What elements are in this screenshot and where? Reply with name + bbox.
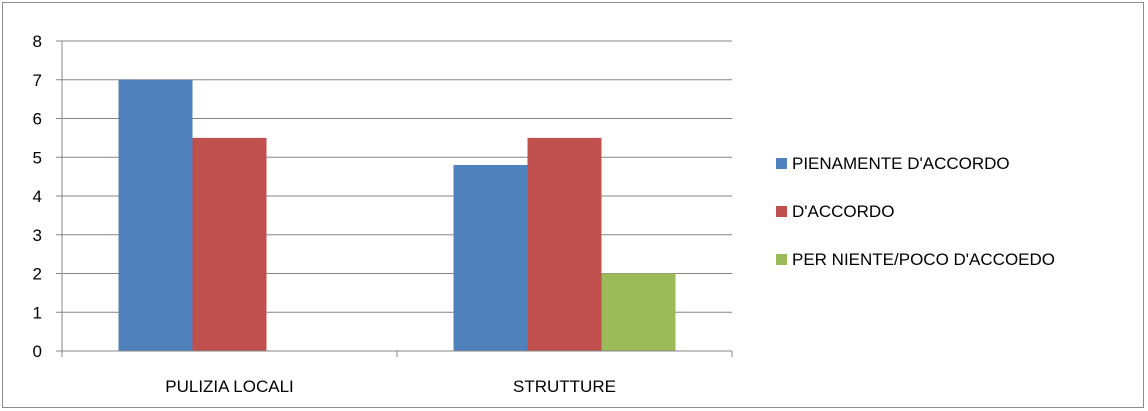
y-tick-label: 3	[33, 226, 42, 245]
y-tick-label: 4	[33, 187, 42, 206]
y-tick-label: 1	[33, 303, 42, 322]
x-tick-label: STRUTTURE	[513, 377, 616, 396]
bar	[601, 273, 676, 351]
bar	[453, 165, 528, 351]
y-tick-labels: 0 1 2 3 4 5 6 7 8	[33, 32, 42, 361]
y-tick-label: 7	[33, 71, 42, 90]
axes	[56, 40, 733, 357]
bar	[527, 137, 602, 351]
legend-swatch	[776, 254, 787, 265]
y-tick-label: 2	[33, 265, 42, 284]
y-tick-label: 6	[33, 110, 42, 129]
legend: PIENAMENTE D'ACCORDO D'ACCORDO PER NIENTE/…	[776, 154, 1055, 269]
y-tick-label: 0	[33, 342, 42, 361]
legend-swatch	[776, 206, 787, 217]
legend-label: D'ACCORDO	[792, 202, 894, 221]
bars	[118, 79, 676, 351]
legend-label: PIENAMENTE D'ACCORDO	[792, 154, 1010, 173]
bar	[192, 137, 267, 351]
x-tick-label: PULIZIA LOCALI	[165, 377, 294, 396]
y-tick-label: 5	[33, 148, 42, 167]
legend-label: PER NIENTE/POCO D'ACCOEDO	[792, 250, 1055, 269]
legend-swatch	[776, 158, 787, 169]
x-tick-labels: PULIZIA LOCALI STRUTTURE	[165, 377, 616, 396]
y-tick-label: 8	[33, 32, 42, 51]
bar	[118, 79, 193, 351]
